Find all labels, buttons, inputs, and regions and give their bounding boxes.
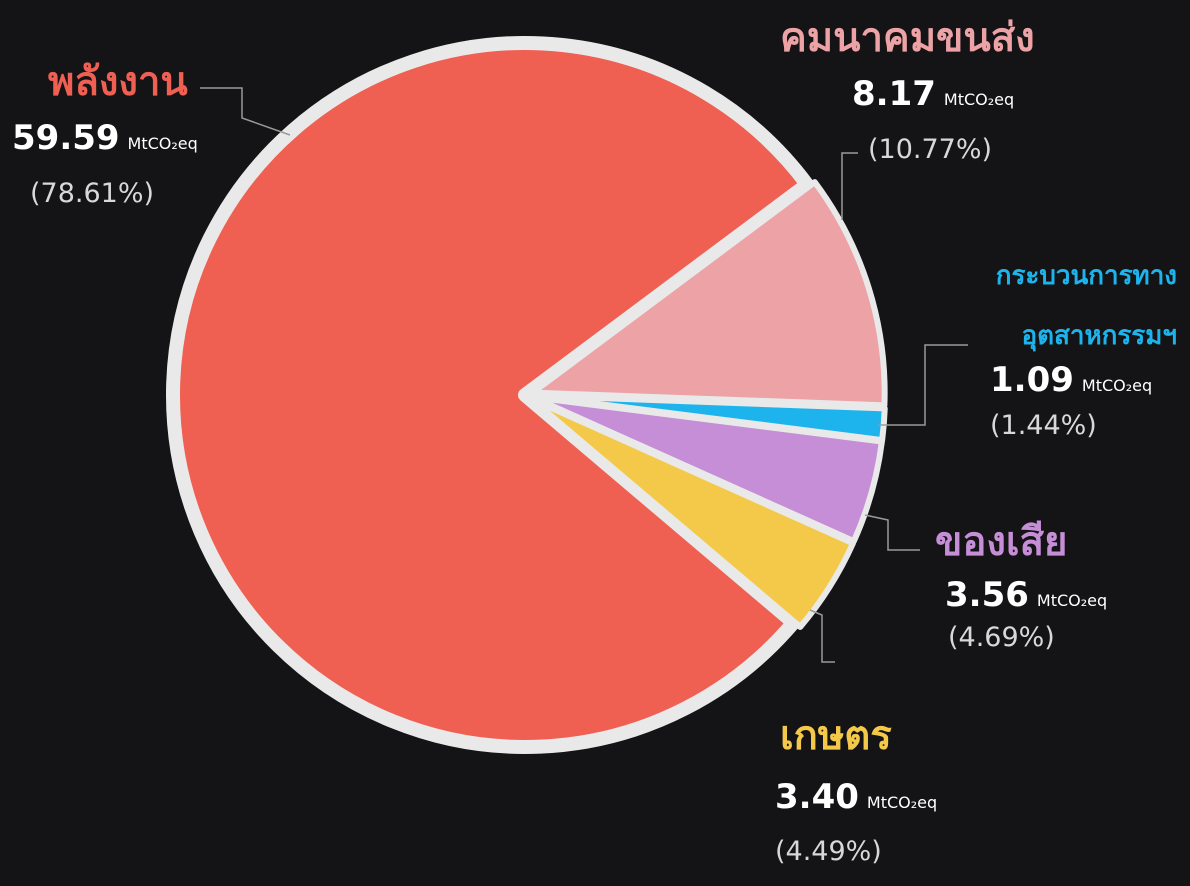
leader-line — [841, 152, 858, 220]
category-label: ของเสีย — [935, 519, 1068, 565]
value-label: 3.56 MtCO₂eq — [945, 575, 1107, 615]
percent-label: (1.44%) — [990, 410, 1097, 441]
leader-line — [864, 514, 920, 551]
percent-label: (10.77%) — [868, 134, 993, 165]
leader-line — [878, 344, 968, 426]
category-label: พลังงาน — [48, 59, 188, 105]
value: 1.09 — [990, 360, 1074, 400]
pie-slice — [529, 179, 888, 409]
unit: MtCO₂eq — [866, 793, 938, 812]
leader-line — [809, 609, 835, 663]
category-label: เกษตร — [780, 713, 892, 759]
unit: MtCO₂eq — [943, 90, 1015, 109]
unit: MtCO₂eq — [127, 134, 198, 153]
category-label: คมนาคมขนส่ง — [780, 15, 1035, 61]
value-label: 1.09 MtCO₂eq — [990, 360, 1152, 400]
unit: MtCO₂eq — [1081, 376, 1153, 395]
value-label: 3.40 MtCO₂eq — [775, 777, 937, 817]
pie-slice — [528, 396, 856, 630]
value: 3.56 — [945, 575, 1029, 615]
value: 59.59 — [12, 118, 120, 158]
value: 8.17 — [852, 74, 936, 114]
category-label: กระบวนการทาง อุตสาหกรรมฯ — [995, 261, 1177, 351]
value-label: 8.17 MtCO₂eq — [852, 74, 1014, 114]
percent-label: (4.49%) — [775, 836, 882, 867]
value-label: 59.59 MtCO₂eq — [12, 118, 198, 158]
pie-slice — [166, 36, 815, 754]
pie — [166, 36, 888, 754]
percent-label: (4.69%) — [948, 622, 1055, 653]
value: 3.40 — [775, 777, 859, 817]
leader-line — [200, 87, 291, 136]
leader-lines — [200, 87, 968, 663]
unit: MtCO₂eq — [1036, 591, 1108, 610]
percent-label: (78.61%) — [30, 178, 155, 209]
